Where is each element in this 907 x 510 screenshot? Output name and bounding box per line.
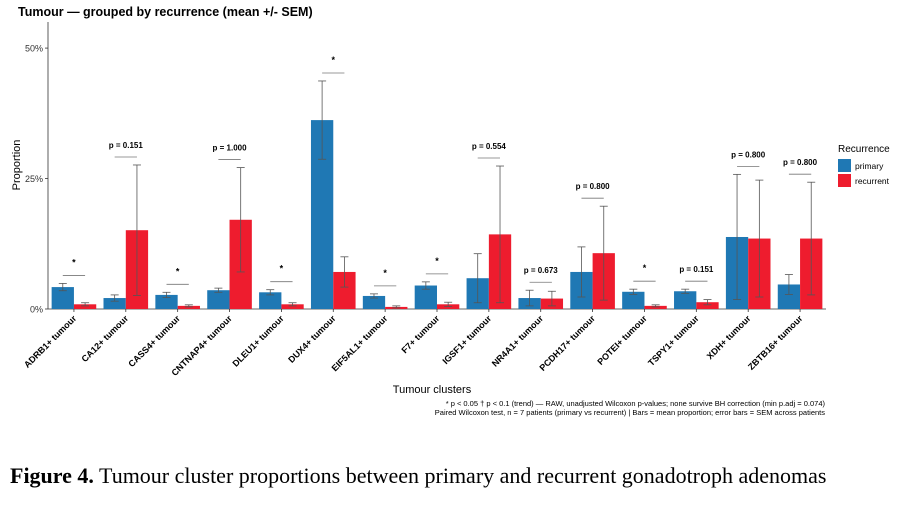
x-tick-label: DLEU1+ tumour bbox=[230, 313, 286, 369]
chart-title: Tumour — grouped by recurrence (mean +/-… bbox=[18, 5, 313, 19]
bar-recurrent bbox=[281, 304, 304, 309]
significance-label: * bbox=[72, 257, 76, 267]
bar-primary bbox=[103, 298, 126, 309]
significance-label: * bbox=[332, 55, 336, 65]
x-tick-label: CA12+ tumour bbox=[79, 313, 130, 364]
bar-recurrent bbox=[644, 305, 667, 309]
bar-primary bbox=[777, 284, 801, 309]
x-tick-label: EIF5AL1+ tumour bbox=[330, 313, 390, 373]
bar-primary bbox=[51, 287, 74, 309]
bar-primary bbox=[362, 295, 386, 309]
significance-label: * bbox=[435, 256, 439, 266]
x-tick-label: CASS4+ tumour bbox=[126, 313, 182, 369]
significance-label: p = 0.151 bbox=[679, 265, 714, 274]
footnote-2: Paired Wilcoxon test, n = 7 patients (pr… bbox=[435, 408, 825, 417]
x-tick-label: DUX4+ tumour bbox=[286, 313, 338, 365]
x-tick-label: F7+ tumour bbox=[400, 313, 442, 355]
legend: Recurrence primary recurrent bbox=[838, 144, 890, 187]
significance-label: p = 0.800 bbox=[731, 150, 766, 159]
x-tick-label: XDH+ tumour bbox=[705, 313, 753, 361]
legend-label-recurrent: recurrent bbox=[855, 176, 890, 186]
y-axis-title: Proportion bbox=[11, 140, 23, 191]
legend-title: Recurrence bbox=[838, 144, 890, 155]
significance-label: p = 1.000 bbox=[213, 144, 248, 153]
x-tick-label: PCDH17+ tumour bbox=[537, 313, 597, 373]
significance-label: * bbox=[280, 264, 284, 274]
x-axis-title: Tumour clusters bbox=[393, 384, 472, 396]
bar-recurrent bbox=[696, 302, 719, 309]
legend-label-primary: primary bbox=[855, 161, 884, 171]
x-tick-label: IGSF1+ tumour bbox=[440, 313, 493, 366]
significance-label: p = 0.554 bbox=[472, 142, 507, 151]
significance-label: * bbox=[383, 268, 387, 278]
bar-primary bbox=[259, 292, 282, 309]
significance-label: p = 0.673 bbox=[524, 266, 559, 275]
significance-label: p = 0.800 bbox=[783, 158, 818, 167]
legend-swatch-primary bbox=[838, 159, 851, 172]
bar-primary bbox=[310, 120, 334, 309]
footnote-1: * p < 0.05 † p < 0.1 (trend) — RAW, unad… bbox=[446, 399, 826, 408]
x-tick-label: NR4A1+ tumour bbox=[490, 313, 546, 369]
y-tick-label: 25% bbox=[25, 174, 43, 184]
figure-caption: Figure 4. Tumour cluster proportions bet… bbox=[10, 463, 900, 489]
x-tick-label: ADRB1+ tumour bbox=[22, 313, 79, 370]
significance-label: p = 0.151 bbox=[109, 141, 144, 150]
bar-recurrent bbox=[333, 271, 356, 309]
y-tick-label: 50% bbox=[25, 44, 43, 54]
bar-primary bbox=[207, 290, 230, 309]
bar-primary bbox=[622, 291, 645, 309]
significance-label: p = 0.800 bbox=[576, 182, 611, 191]
x-tick-label: TSPY1+ tumour bbox=[646, 313, 701, 368]
x-tick-label: ZBTB16+ tumour bbox=[746, 313, 805, 372]
x-tick-label: POTEI+ tumour bbox=[595, 313, 649, 367]
y-tick-label: 0% bbox=[30, 305, 43, 315]
legend-swatch-recurrent bbox=[838, 174, 851, 187]
plot-area: 0% 25% 50% * ADRB1+ tumour p = 0.151 CA12+ tum… bbox=[22, 22, 826, 378]
bar-primary bbox=[414, 285, 437, 309]
figure-caption-text: Tumour cluster proportions between prima… bbox=[99, 463, 827, 488]
bar-recurrent bbox=[73, 304, 97, 309]
figure-label: Figure 4. bbox=[10, 463, 94, 488]
bar-recurrent bbox=[177, 305, 200, 309]
bar-chart: Tumour — grouped by recurrence (mean +/-… bbox=[11, 5, 890, 417]
bar-primary bbox=[155, 294, 178, 309]
significance-label: * bbox=[176, 266, 180, 276]
bar-primary bbox=[674, 291, 697, 309]
significance-label: * bbox=[643, 263, 647, 273]
